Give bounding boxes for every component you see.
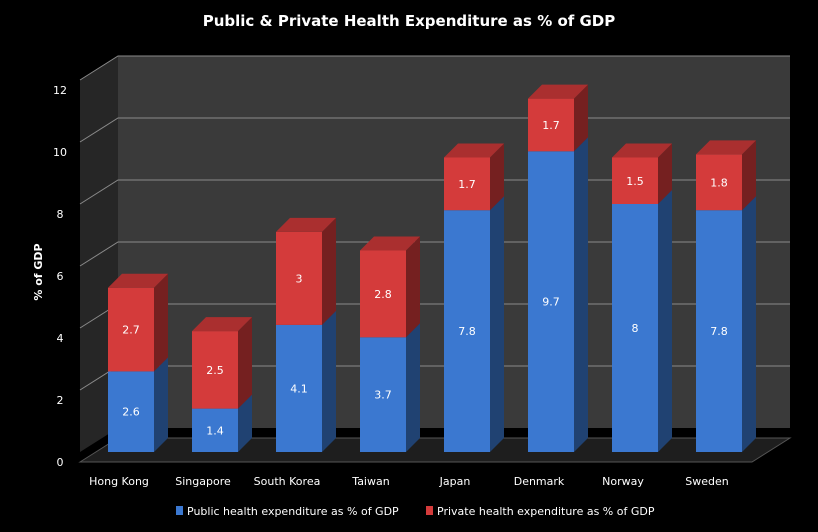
bar-side-public	[406, 323, 420, 452]
bar-side-private	[238, 317, 252, 409]
bar-private	[276, 231, 322, 325]
x-tick-label: Norway	[602, 475, 644, 488]
bar-side-public	[658, 190, 672, 452]
bar-private	[192, 331, 238, 409]
y-ticks: 0 2 4 6 8 10 12	[53, 84, 67, 469]
bar-top-private	[528, 84, 588, 99]
bar-side-public	[322, 310, 336, 452]
bar-side-public	[238, 394, 252, 452]
data-label-private: 2.5	[206, 364, 224, 377]
y-tick-label: 2	[57, 394, 64, 407]
bar-side-public	[742, 196, 756, 452]
bar-stack: 4.13	[276, 217, 336, 452]
bar-side-private	[658, 143, 672, 204]
bar-side-private	[406, 236, 420, 338]
data-label-public: 4.1	[290, 382, 308, 395]
bar-private	[528, 98, 574, 152]
y-tick-label: 10	[53, 146, 67, 159]
data-label-private: 3	[296, 272, 303, 285]
bar-public	[360, 337, 406, 452]
bar-public	[276, 324, 322, 452]
bar-stack: 81.5	[612, 143, 672, 452]
x-tick-label: Hong Kong	[89, 475, 149, 488]
bar-side-private	[154, 273, 168, 372]
bar-top-private	[696, 140, 756, 155]
bar-stack: 7.8 1.8	[696, 140, 756, 452]
bar-stack: 9.7 1.7	[528, 84, 588, 453]
bar-stack: 1.4 2.5	[192, 317, 252, 452]
data-label-private: 2.8	[374, 288, 392, 301]
bar-side-private	[322, 217, 336, 325]
data-label-public: 2.6	[122, 406, 140, 419]
bar-public	[696, 210, 742, 452]
bar-private	[696, 154, 742, 211]
bar-private	[360, 250, 406, 338]
bar-top-private	[276, 217, 336, 232]
bar-stack: 3.7 2.8	[360, 236, 420, 452]
bar-public	[528, 151, 574, 453]
chart-title: Public & Private Health Expenditure as %…	[203, 12, 616, 30]
x-tick-label: South Korea	[254, 475, 321, 488]
floor	[78, 437, 792, 463]
y-tick-label: 6	[57, 270, 64, 283]
bar-top-private	[444, 143, 504, 158]
y-tick-label: 8	[57, 208, 64, 221]
bar-top-private	[108, 273, 168, 288]
chart-walls	[78, 55, 792, 463]
data-label-public: 7.8	[710, 325, 728, 338]
bar-side-public	[574, 137, 588, 453]
bar-stack: 2.6 2.7	[108, 273, 168, 452]
bar-side-public	[490, 196, 504, 452]
data-label-public: 8	[632, 322, 639, 335]
bar-side-public	[154, 357, 168, 452]
bar-top-private	[360, 236, 420, 251]
bar-top-private	[612, 143, 672, 158]
legend-item-private[interactable]: Private health expenditure as % of GDP	[426, 505, 655, 518]
x-tick-label: Japan	[439, 475, 471, 488]
y-tick-label: 0	[57, 456, 64, 469]
legend: Public health expenditure as % of GDP Pr…	[176, 505, 655, 518]
legend-swatch-private	[426, 506, 433, 515]
data-label-public: 3.7	[374, 389, 392, 402]
bar-private	[444, 157, 490, 211]
data-label-public: 7.8	[458, 325, 476, 338]
x-tick-label: Sweden	[685, 475, 728, 488]
bar-side-private	[574, 84, 588, 152]
data-label-private: 1.7	[542, 119, 560, 132]
bar-public	[192, 408, 238, 452]
bar-top-private	[192, 317, 252, 332]
data-label-private: 1.8	[710, 176, 728, 189]
legend-swatch-public	[176, 506, 183, 515]
bar-private	[612, 157, 658, 204]
y-axis-label: % of GDP	[32, 243, 45, 300]
bar-side-private	[742, 140, 756, 211]
x-tick-label: Taiwan	[351, 475, 389, 488]
x-tick-label: Denmark	[514, 475, 565, 488]
bar-public	[612, 204, 658, 452]
bar-stack: 7.8 1.7	[444, 143, 504, 452]
bar-public	[108, 371, 154, 452]
data-label-private: 1.7	[458, 178, 476, 191]
legend-label-private: Private health expenditure as % of GDP	[437, 505, 655, 518]
x-ticks: Hong Kong Singapore South Korea Taiwan Japan…	[89, 475, 729, 488]
data-label-private: 2.7	[122, 324, 140, 337]
bar-side-private	[490, 143, 504, 211]
gridline	[79, 55, 790, 81]
data-label-public: 9.7	[542, 296, 560, 309]
data-label-private: 1.5	[626, 175, 644, 188]
bars: 2.62.71.42.54.133.72.87.81.79.71.781.57.…	[108, 84, 756, 453]
y-tick-label: 12	[53, 84, 67, 97]
y-tick-label: 4	[57, 332, 64, 345]
bar-private	[108, 287, 154, 372]
legend-item-public[interactable]: Public health expenditure as % of GDP	[176, 505, 399, 518]
x-tick-label: Singapore	[175, 475, 231, 488]
bar-public	[444, 210, 490, 452]
legend-label-public: Public health expenditure as % of GDP	[187, 505, 399, 518]
data-label-public: 1.4	[206, 424, 224, 437]
